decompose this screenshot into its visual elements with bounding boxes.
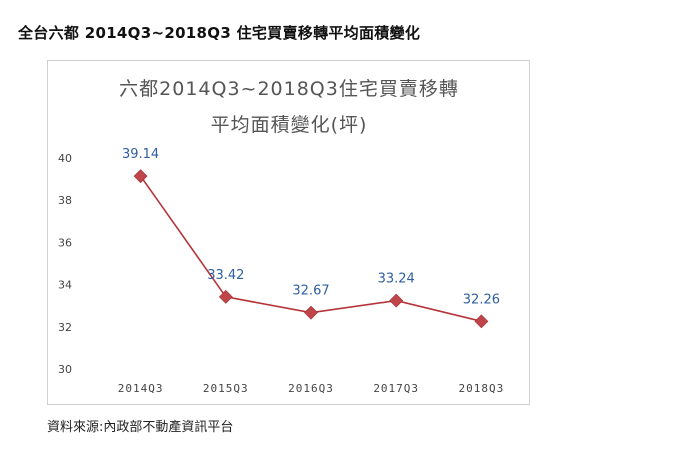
data-point-marker xyxy=(133,169,148,184)
y-tick-label: 30 xyxy=(58,363,72,376)
x-tick-label: 2014Q3 xyxy=(118,382,164,395)
series-line xyxy=(139,175,482,323)
source-note: 資料來源:內政部不動產資訊平台 xyxy=(47,420,234,435)
data-point-marker xyxy=(218,289,233,304)
y-tick-label: 40 xyxy=(58,152,72,165)
x-tick-label: 2017Q3 xyxy=(373,382,419,395)
x-tick-label: 2016Q3 xyxy=(288,382,334,395)
y-tick-label: 32 xyxy=(58,321,72,334)
chart-frame xyxy=(47,60,530,405)
data-label: 33.24 xyxy=(378,272,415,287)
chart-subtitle: 平均面積變化(坪) xyxy=(211,114,368,136)
y-tick-label: 36 xyxy=(58,236,72,249)
page-title: 全台六都 2014Q3~2018Q3 住宅買賣移轉平均面積變化 xyxy=(18,24,421,42)
data-label: 33.42 xyxy=(207,268,244,283)
data-label: 39.14 xyxy=(122,147,159,162)
data-point-marker xyxy=(474,314,489,329)
y-tick-label: 38 xyxy=(58,194,72,207)
data-point-marker xyxy=(304,305,318,320)
x-tick-label: 2018Q3 xyxy=(459,382,505,395)
data-label: 32.26 xyxy=(463,292,500,307)
x-tick-label: 2015Q3 xyxy=(203,382,249,395)
y-tick-label: 34 xyxy=(58,279,72,292)
chart-title: 六都2014Q3~2018Q3住宅買賣移轉 xyxy=(119,78,459,100)
data-label: 32.67 xyxy=(292,284,329,299)
data-point-marker xyxy=(389,293,404,308)
